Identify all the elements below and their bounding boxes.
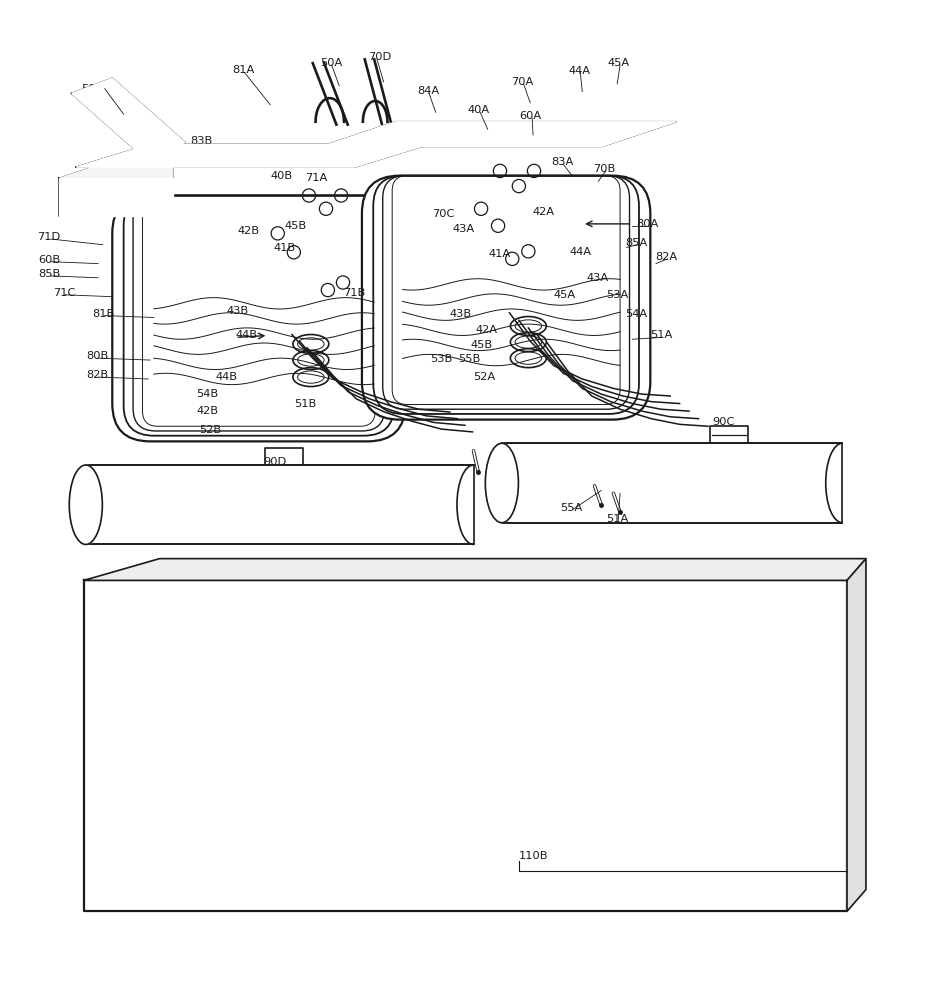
Text: 45A: 45A <box>608 58 630 68</box>
Text: 42A: 42A <box>532 207 554 217</box>
Text: 44A: 44A <box>570 247 592 257</box>
Text: 55A: 55A <box>561 503 582 513</box>
Bar <box>86 465 474 544</box>
Text: 80B: 80B <box>86 351 108 361</box>
Text: 50B: 50B <box>81 84 103 94</box>
Text: 90D: 90D <box>263 457 287 467</box>
Text: 51A: 51A <box>606 514 628 524</box>
Text: 43A: 43A <box>587 273 609 283</box>
Text: 82B: 82B <box>86 370 108 380</box>
Text: 70D: 70D <box>367 52 391 62</box>
Text: 45B: 45B <box>284 221 307 231</box>
Polygon shape <box>847 559 866 911</box>
Polygon shape <box>77 144 428 167</box>
Text: 42B: 42B <box>237 226 259 236</box>
Text: 90C: 90C <box>712 417 734 427</box>
Polygon shape <box>60 161 172 178</box>
Polygon shape <box>84 580 847 911</box>
Text: 110B: 110B <box>519 851 548 861</box>
Polygon shape <box>60 178 172 216</box>
Text: 45A: 45A <box>554 290 576 300</box>
Text: 84B: 84B <box>94 200 116 210</box>
Text: 80A: 80A <box>636 219 658 229</box>
Text: 44B: 44B <box>235 330 258 340</box>
Text: 60A: 60A <box>519 111 541 121</box>
Text: 42B: 42B <box>196 406 219 416</box>
FancyBboxPatch shape <box>362 176 651 420</box>
Text: 52A: 52A <box>474 372 495 382</box>
Text: 43A: 43A <box>453 224 474 234</box>
Ellipse shape <box>485 443 518 523</box>
Text: 40B: 40B <box>270 171 293 181</box>
Text: 60B: 60B <box>39 255 61 265</box>
Text: 54A: 54A <box>625 309 647 319</box>
Ellipse shape <box>69 465 102 544</box>
Text: 53A: 53A <box>606 290 628 300</box>
Text: 70B: 70B <box>593 164 615 174</box>
Text: 70A: 70A <box>511 77 533 87</box>
Text: 51B: 51B <box>294 399 316 409</box>
Text: 42A: 42A <box>475 325 497 335</box>
Text: 41B: 41B <box>273 243 295 253</box>
Text: 70C: 70C <box>432 209 455 219</box>
Text: 85A: 85A <box>625 238 647 248</box>
Text: 43B: 43B <box>450 309 472 319</box>
Text: 55B: 55B <box>458 354 481 364</box>
Text: 81A: 81A <box>232 65 255 75</box>
Polygon shape <box>84 559 866 580</box>
FancyBboxPatch shape <box>113 196 405 441</box>
Text: 45B: 45B <box>471 340 492 350</box>
Text: 52B: 52B <box>199 425 222 435</box>
Text: 71D: 71D <box>37 232 60 242</box>
Bar <box>502 443 842 523</box>
Text: 41A: 41A <box>489 249 510 259</box>
Text: 82A: 82A <box>655 252 677 262</box>
Text: 40A: 40A <box>468 105 490 115</box>
Text: 85B: 85B <box>39 269 61 279</box>
Text: 83A: 83A <box>551 157 573 167</box>
Text: 44A: 44A <box>568 66 590 76</box>
Text: 51A: 51A <box>651 330 672 340</box>
Text: 44B: 44B <box>215 372 238 382</box>
Text: 71C: 71C <box>53 288 75 298</box>
Text: 54B: 54B <box>196 389 219 399</box>
Text: 53B: 53B <box>430 354 453 364</box>
Text: 71B: 71B <box>343 288 366 298</box>
Polygon shape <box>322 122 676 146</box>
Text: 83B: 83B <box>189 136 212 146</box>
Polygon shape <box>72 78 185 158</box>
Text: 84A: 84A <box>417 86 438 96</box>
Text: 81B: 81B <box>93 309 115 319</box>
Text: 50A: 50A <box>320 58 343 68</box>
Text: 71A: 71A <box>305 173 328 183</box>
Text: 43B: 43B <box>226 306 249 316</box>
